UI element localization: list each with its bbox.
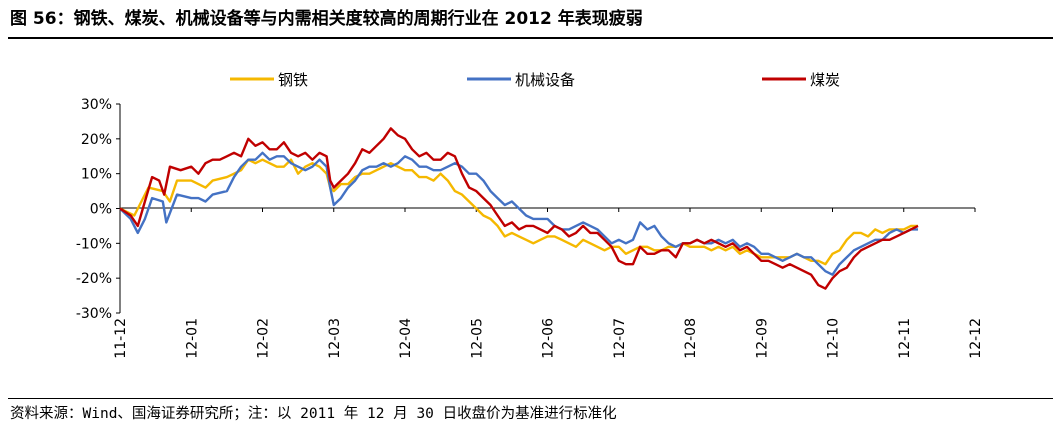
x-tick-label: 12-04: [398, 318, 414, 359]
x-tick-label: 12-12: [968, 318, 984, 359]
x-tick-label: 12-09: [754, 318, 770, 359]
x-tick-label: 12-11: [897, 318, 913, 359]
y-tick-label: 20%: [81, 132, 112, 148]
x-tick-label: 12-03: [327, 318, 343, 359]
y-tick-label: 10%: [81, 167, 112, 183]
series-line-煤炭: [119, 127, 919, 290]
source-note: 资料来源：Wind、国海证券研究所；注：以 2011 年 12 月 30 日收盘…: [10, 406, 617, 422]
x-tick-label: 12-06: [541, 318, 557, 359]
series-line-钢铁: [119, 158, 918, 266]
x-tick-label: 12-07: [612, 318, 628, 359]
y-tick-label: 30%: [81, 97, 112, 113]
chart-axes: 30% 20% 10% 0% -10% -20% -30%11-12 12-01 12-02 12…: [76, 97, 984, 359]
series-line-机械设备: [119, 151, 918, 276]
line-chart: 钢铁 机械设备 煤炭 30% 20% 10% 0% -10% -20% -30%11-12 12-…: [76, 71, 984, 359]
x-tick-label: 12-10: [826, 318, 842, 359]
chart-legend: 钢铁 机械设备 煤炭: [230, 71, 840, 89]
y-tick-label: -20%: [76, 271, 112, 287]
chart-series: [119, 127, 919, 290]
source-rule: [8, 398, 1053, 399]
y-tick-label: -10%: [76, 236, 112, 252]
y-tick-label: 0%: [90, 202, 112, 218]
x-tick-label: 12-02: [256, 318, 272, 359]
legend-label: 煤炭: [810, 71, 840, 89]
x-tick-label: 12-05: [469, 318, 485, 359]
x-tick-label: 12-08: [683, 318, 699, 359]
x-tick-label: 12-01: [184, 318, 200, 359]
title-rule: [8, 37, 1053, 39]
legend-label: 机械设备: [515, 71, 575, 89]
legend-label: 钢铁: [278, 71, 308, 89]
y-tick-label: -30%: [76, 306, 112, 322]
x-tick-label: 11-12: [113, 318, 129, 359]
figure-title: 图 56：钢铁、煤炭、机械设备等与内需相关度较高的周期行业在 2012 年表现疲…: [10, 9, 643, 29]
